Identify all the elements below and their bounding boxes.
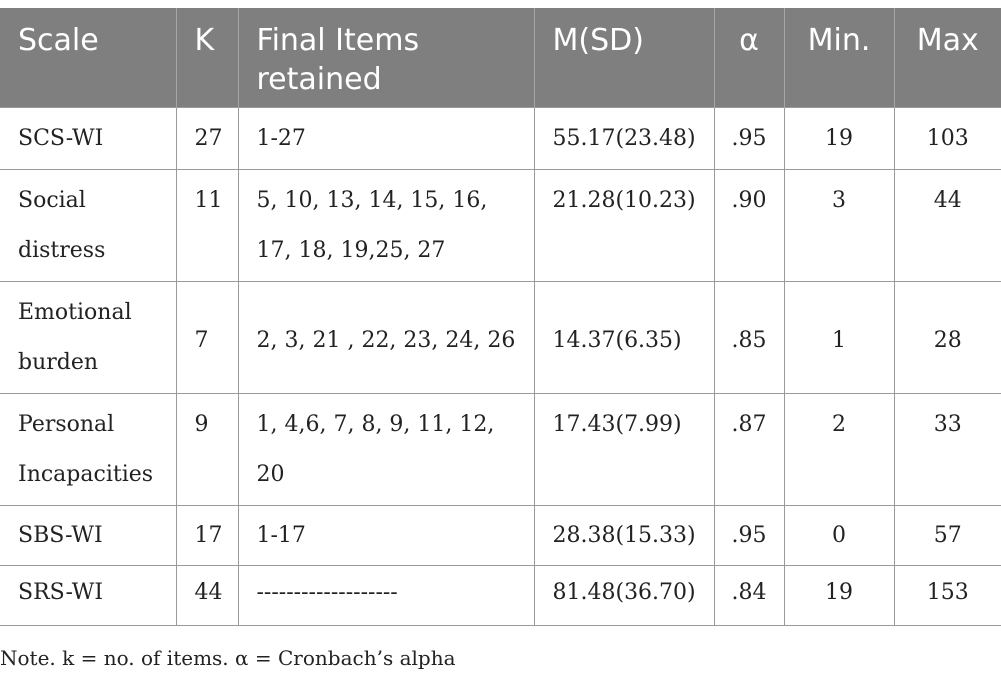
header-row: Scale K Final Items retained M(SD) α Min… [0,8,1001,108]
data-table: Scale K Final Items retained M(SD) α Min… [0,8,1001,626]
cell-msd: 17.43(7.99) [533,393,715,506]
cell-scale: SBS-WI [0,505,177,566]
header-min: Min. [783,8,894,108]
header-msd: M(SD) [533,8,714,108]
cell-min: 19 [783,107,895,170]
cell-max: 57 [893,505,1001,566]
cell-msd: 21.28(10.23) [533,169,715,282]
cell-scale: Personal Incapacities [0,393,177,506]
data-table-wrapper: Scale K Final Items retained M(SD) α Min… [0,8,1001,626]
cell-scale: Social distress [0,169,177,282]
cell-alpha: .95 [713,505,785,566]
cell-max: 153 [893,565,1001,626]
cell-min: 0 [783,505,895,566]
cell-max: 28 [893,281,1001,394]
cell-min: 2 [783,393,895,506]
cell-alpha: .87 [713,393,785,506]
cell-min: 3 [783,169,895,282]
cell-scale: Emotional burden [0,281,177,394]
table-row: Personal Incapacities 9 1, 4,6, 7, 8, 9,… [0,393,1001,506]
cell-alpha: .84 [713,565,785,626]
cell-items: 1-17 [237,505,535,566]
cell-k: 9 [175,393,239,506]
cell-k: 44 [175,565,239,626]
table-row: SBS-WI 17 1-17 28.38(15.33) .95 0 57 [0,505,1001,566]
header-scale: Scale [0,8,176,108]
table-row: Emotional burden 7 2, 3, 21 , 22, 23, 24… [0,281,1001,394]
cell-items: 1-27 [237,107,535,170]
cell-msd: 55.17(23.48) [533,107,715,170]
header-items: Final Items retained [237,8,534,108]
table-row: Social distress 11 5, 10, 13, 14, 15, 16… [0,169,1001,282]
cell-alpha: .90 [713,169,785,282]
cell-items: ------------------- [237,565,535,626]
cell-msd: 28.38(15.33) [533,505,715,566]
table-row: SRS-WI 44 ------------------- 81.48(36.7… [0,565,1001,626]
cell-items: 1, 4,6, 7, 8, 9, 11, 12, 20 [237,393,535,506]
cell-max: 33 [893,393,1001,506]
cell-scale: SRS-WI [0,565,177,626]
cell-items: 2, 3, 21 , 22, 23, 24, 26 [237,281,535,394]
cell-max: 44 [893,169,1001,282]
cell-k: 17 [175,505,239,566]
cell-alpha: .95 [713,107,785,170]
cell-k: 11 [175,169,239,282]
cell-alpha: .85 [713,281,785,394]
cell-min: 19 [783,565,895,626]
header-alpha: α [713,8,784,108]
cell-k: 27 [175,107,239,170]
cell-min: 1 [783,281,895,394]
table-row: SCS-WI 27 1-27 55.17(23.48) .95 19 103 [0,107,1001,170]
cell-msd: 81.48(36.70) [533,565,715,626]
header-k: K [175,8,238,108]
header-max: Max [893,8,1001,108]
cell-items: 5, 10, 13, 14, 15, 16, 17, 18, 19,25, 27 [237,169,535,282]
cell-k: 7 [175,281,239,394]
cell-msd: 14.37(6.35) [533,281,715,394]
table-note: Note. k = no. of items. α = Cronbach’s a… [0,646,456,670]
cell-max: 103 [893,107,1001,170]
cell-scale: SCS-WI [0,107,177,170]
